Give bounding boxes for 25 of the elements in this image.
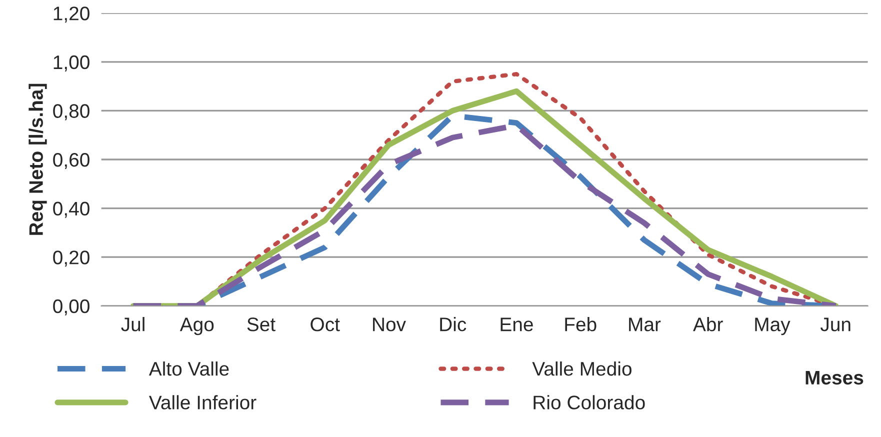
x-tick-label: Jul: [121, 317, 144, 332]
y-tick-label: 0,80: [53, 104, 90, 120]
legend-label: Alto Valle: [148, 361, 229, 376]
x-axis-title: Meses: [806, 371, 864, 385]
legend-label: Rio Colorado: [534, 395, 645, 410]
x-tick-label: Oct: [310, 318, 340, 332]
y-tick-label: 0,40: [53, 202, 90, 218]
y-tick-label: 0,20: [53, 250, 90, 267]
y-tick-label: 1,20: [54, 6, 90, 23]
x-tick-label: Dic: [440, 317, 466, 332]
x-tick-label: Feb: [565, 317, 596, 332]
x-tick-label: Mar: [629, 318, 661, 332]
y-axis-title: Req Neto [l/s.ha]: [28, 84, 47, 235]
x-tick-label: Nov: [373, 318, 406, 332]
legend-label: Valle Inferior: [148, 395, 256, 410]
x-tick-label: May: [755, 318, 790, 336]
x-tick-label: Set: [247, 318, 276, 332]
x-tick-label: Ene: [500, 318, 533, 332]
x-tick-label: Ago: [180, 318, 214, 336]
x-tick-label: Abr: [693, 317, 723, 332]
y-tick-label: 1,00: [54, 55, 90, 72]
legend-label: Valle Medio: [532, 361, 632, 376]
x-tick-label: Jun: [820, 318, 850, 332]
y-tick-label: 0,00: [53, 299, 90, 316]
y-tick-label: 0,60: [53, 152, 90, 170]
